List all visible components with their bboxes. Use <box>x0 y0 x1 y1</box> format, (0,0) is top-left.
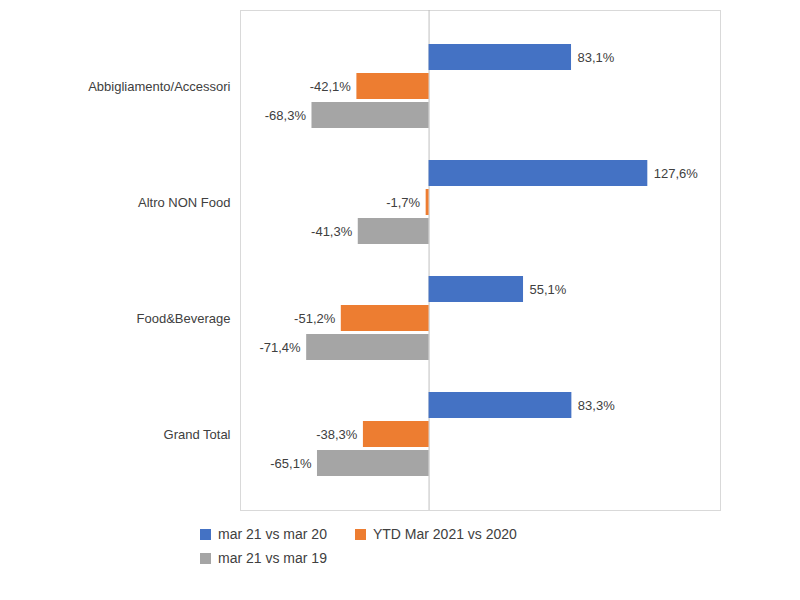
svg-text:-42,1%: -42,1% <box>310 79 352 94</box>
svg-text:Altro NON Food: Altro NON Food <box>138 195 230 210</box>
svg-text:-41,3%: -41,3% <box>311 224 353 239</box>
svg-text:Grand Total: Grand Total <box>164 427 231 442</box>
svg-text:Abbigliamento/Accessori: Abbigliamento/Accessori <box>88 79 230 94</box>
svg-text:83,3%: 83,3% <box>578 398 615 413</box>
svg-text:-65,1%: -65,1% <box>270 456 312 471</box>
html-text:mar 21 vs mar 19: mar 21 vs mar 19 <box>218 550 327 566</box>
html-text:YTD Mar 2021 vs 2020: YTD Mar 2021 vs 2020 <box>372 526 517 542</box>
svg-text:127,6%: 127,6% <box>654 166 699 181</box>
svg-text:-38,3%: -38,3% <box>316 427 358 442</box>
svg-text:-51,2%: -51,2% <box>294 311 336 326</box>
svg-text:-1,7%: -1,7% <box>386 195 420 210</box>
svg-text:Food&Beverage: Food&Beverage <box>137 311 231 326</box>
svg-text:83,1%: 83,1% <box>578 50 615 65</box>
html-text:mar 21 vs mar 20: mar 21 vs mar 20 <box>218 526 327 542</box>
svg-text:-68,3%: -68,3% <box>265 108 307 123</box>
svg-text:-71,4%: -71,4% <box>259 340 301 355</box>
svg-text:55,1%: 55,1% <box>530 282 567 297</box>
